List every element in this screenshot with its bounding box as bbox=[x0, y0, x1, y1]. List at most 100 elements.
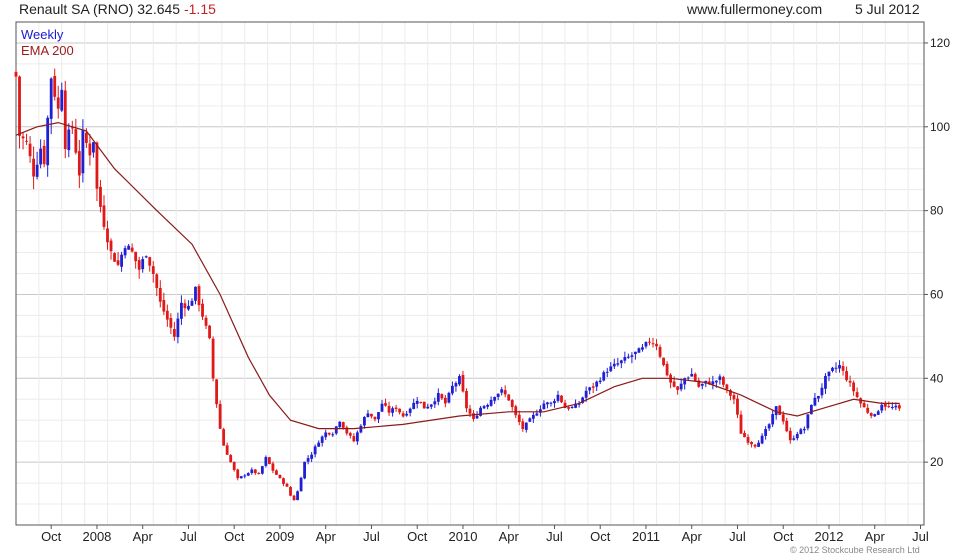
ema-200-line bbox=[15, 121, 900, 430]
candle-body bbox=[331, 434, 335, 436]
candle-body bbox=[440, 394, 444, 399]
candle-body bbox=[197, 286, 201, 306]
candle-body bbox=[503, 390, 507, 395]
candle-body bbox=[229, 455, 233, 463]
candle-body bbox=[732, 395, 736, 400]
candle-body bbox=[721, 377, 725, 385]
candle-body bbox=[644, 342, 648, 347]
candle-body bbox=[292, 495, 296, 501]
candle-body bbox=[883, 403, 887, 407]
candle-body bbox=[155, 274, 159, 288]
candle-body bbox=[862, 403, 866, 408]
y-tick-label: 60 bbox=[930, 287, 944, 301]
candle-body bbox=[222, 429, 226, 446]
candle-body bbox=[278, 474, 282, 479]
candle-body bbox=[218, 404, 222, 429]
candle-body bbox=[799, 429, 803, 435]
candle-body bbox=[387, 405, 391, 413]
candle-body bbox=[531, 414, 535, 419]
x-tick-label: Jul bbox=[729, 529, 746, 544]
candle-body bbox=[187, 305, 190, 310]
candle-body bbox=[370, 413, 373, 417]
candle-body bbox=[560, 395, 563, 403]
website-label: www.fullermoney.com bbox=[687, 1, 823, 17]
candle-body bbox=[714, 380, 718, 383]
candle-body bbox=[267, 457, 271, 464]
candle-body bbox=[880, 404, 884, 411]
candle-body bbox=[651, 343, 655, 345]
candle-body bbox=[458, 376, 461, 385]
candle-body bbox=[42, 145, 46, 165]
x-tick-label: Apr bbox=[133, 529, 154, 544]
x-tick-label: Jul bbox=[180, 529, 197, 544]
candle-body bbox=[99, 186, 102, 207]
candle-body bbox=[468, 408, 472, 414]
candle-body bbox=[514, 406, 518, 416]
y-tick-label: 20 bbox=[930, 455, 944, 469]
candle-body bbox=[134, 251, 138, 262]
candle-body bbox=[384, 403, 387, 406]
x-tick-label: 2008 bbox=[82, 529, 111, 544]
candle-body bbox=[517, 414, 521, 423]
candle-body bbox=[778, 405, 782, 415]
candle-body bbox=[584, 390, 588, 398]
candle-body bbox=[806, 414, 810, 429]
candle-body bbox=[165, 310, 169, 320]
candle-body bbox=[88, 143, 92, 156]
candle-body bbox=[746, 436, 750, 443]
candle-body bbox=[345, 427, 349, 434]
candle-body bbox=[876, 411, 880, 415]
candle-body bbox=[563, 402, 567, 409]
candle-body bbox=[528, 418, 532, 422]
candle-body bbox=[493, 397, 497, 401]
candle-body bbox=[95, 142, 99, 189]
candle-body bbox=[809, 404, 813, 415]
candle-body bbox=[757, 442, 760, 447]
candle-body bbox=[802, 428, 806, 431]
candle-body bbox=[658, 347, 662, 357]
candle-body bbox=[35, 164, 39, 177]
candle-body bbox=[317, 442, 321, 447]
candle-body bbox=[246, 473, 250, 476]
candle-body bbox=[25, 140, 28, 142]
candle-body bbox=[581, 397, 585, 403]
candle-body bbox=[338, 421, 342, 428]
candle-body bbox=[53, 75, 57, 97]
candle-body bbox=[363, 417, 366, 426]
candle-body bbox=[771, 414, 775, 425]
candle-body bbox=[538, 409, 542, 413]
candle-body bbox=[546, 402, 549, 405]
candle-body bbox=[679, 383, 683, 390]
candle-body bbox=[32, 158, 35, 177]
x-tick-label: Oct bbox=[224, 529, 245, 544]
x-tick-label: 2010 bbox=[449, 529, 478, 544]
candle-body bbox=[419, 401, 423, 403]
candle-body bbox=[148, 257, 152, 266]
candle-body bbox=[595, 381, 599, 387]
x-tick-label: Oct bbox=[41, 529, 62, 544]
candle-body bbox=[535, 413, 539, 416]
candle-body bbox=[831, 367, 834, 371]
candle-body bbox=[655, 343, 658, 347]
candle-body bbox=[102, 205, 106, 227]
candle-body bbox=[46, 117, 50, 166]
candle-body bbox=[236, 469, 240, 479]
candle-body bbox=[373, 416, 377, 420]
candle-body bbox=[605, 371, 609, 373]
candle-body bbox=[306, 458, 310, 462]
x-tick-label: Jul bbox=[912, 529, 929, 544]
candle-body bbox=[158, 287, 162, 302]
candle-body bbox=[662, 357, 665, 366]
candle-body bbox=[380, 403, 384, 412]
candle-body bbox=[67, 129, 71, 151]
candle-body bbox=[852, 382, 856, 392]
candle-body bbox=[39, 148, 43, 165]
candle-body bbox=[672, 381, 676, 387]
candle-body bbox=[817, 395, 820, 399]
candle-body bbox=[289, 486, 292, 496]
candle-body bbox=[127, 245, 131, 250]
candle-body bbox=[634, 351, 637, 355]
candle-body bbox=[60, 89, 64, 111]
candle-body bbox=[253, 469, 257, 474]
candle-body bbox=[736, 398, 739, 415]
